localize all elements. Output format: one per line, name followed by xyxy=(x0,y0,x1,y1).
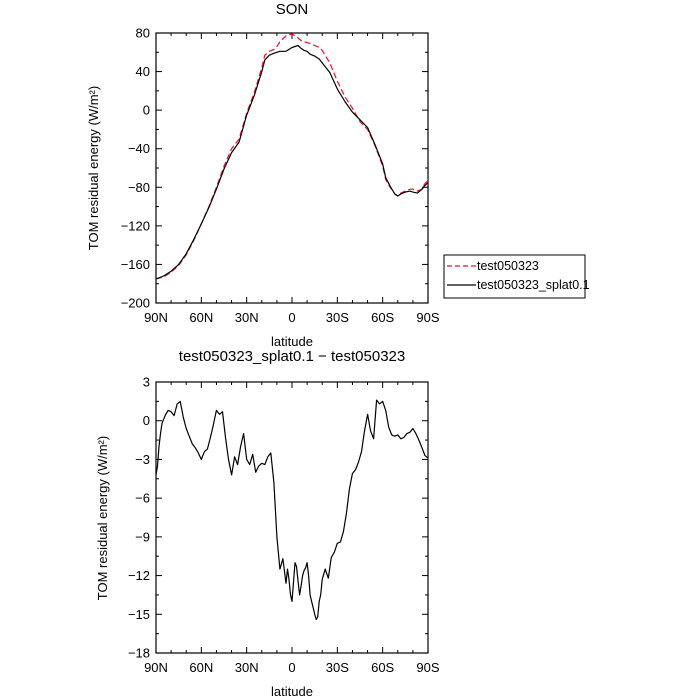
top-panel: SON latitude TOM residual energy (W/m²) … xyxy=(86,1,590,349)
legend-box xyxy=(443,254,586,299)
bottom-x-axis-label: latitude xyxy=(271,684,313,699)
top-chart-title: SON xyxy=(276,1,309,18)
bottom-plot-frame xyxy=(155,381,429,654)
top-x-tick-label: 60S xyxy=(371,310,394,325)
bottom-y-axis-label: TOM residual energy (W/m²) xyxy=(95,436,110,600)
top-y-tick-label: −160 xyxy=(121,257,150,272)
bottom-series-line-0 xyxy=(155,399,429,621)
legend: test050323 test050323_splat0.1 xyxy=(443,254,590,299)
top-y-tick-label: 40 xyxy=(136,64,150,79)
bottom-x-tick-label: 60S xyxy=(371,660,394,675)
top-x-tick-label: 90S xyxy=(416,310,439,325)
bottom-x-tick-label: 30N xyxy=(235,660,259,675)
bottom-y-tick-label: −3 xyxy=(135,452,150,467)
top-series-line-0 xyxy=(155,33,429,280)
bottom-x-tick-label: 0 xyxy=(288,660,295,675)
bottom-y-tick-label: −18 xyxy=(128,646,150,661)
top-x-tick-label: 30N xyxy=(235,310,259,325)
top-series-line-1 xyxy=(155,44,429,280)
top-plot-frame xyxy=(155,32,429,304)
top-plot-area: 90N 60N 30N 0 30S 60S 90S 80 40 0 −40 −80 −120 −160 −2… xyxy=(121,26,440,326)
bottom-y-tick-label: 0 xyxy=(143,413,150,428)
bottom-y-tick-label: −6 xyxy=(135,491,150,506)
legend-label-test050323: test050323 xyxy=(477,259,539,273)
legend-label-splat: test050323_splat0.1 xyxy=(477,278,590,292)
bottom-y-tick-label: 3 xyxy=(143,375,150,390)
bottom-plot-area: 90N 60N 30N 0 30S 60S 90S 3 0 −3 −6 −9 −12 −15 −18 xyxy=(128,375,440,676)
top-y-tick-label: 80 xyxy=(136,26,150,41)
bottom-y-tick-label: −15 xyxy=(128,607,150,622)
top-y-axis-label: TOM residual energy (W/m²) xyxy=(86,86,101,250)
top-y-tick-label: −80 xyxy=(128,180,150,195)
top-x-axis-label: latitude xyxy=(271,334,313,349)
bottom-x-tick-label: 60N xyxy=(189,660,213,675)
top-y-tick-label: −120 xyxy=(121,218,150,233)
top-y-tick-label: 0 xyxy=(143,103,150,118)
bottom-chart-title: test050323_splat0.1 − test050323 xyxy=(179,348,405,365)
top-y-tick-label: −200 xyxy=(121,296,150,311)
top-x-tick-label: 60N xyxy=(189,310,213,325)
top-x-tick-label: 0 xyxy=(288,310,295,325)
bottom-y-tick-label: −9 xyxy=(135,529,150,544)
bottom-panel: test050323_splat0.1 − test050323 latitud… xyxy=(95,348,440,699)
top-x-tick-label: 90N xyxy=(144,310,168,325)
bottom-x-tick-label: 90N xyxy=(144,660,168,675)
top-y-tick-label: −40 xyxy=(128,141,150,156)
bottom-y-tick-label: −12 xyxy=(128,568,150,583)
bottom-x-tick-label: 30S xyxy=(326,660,349,675)
bottom-x-tick-label: 90S xyxy=(416,660,439,675)
top-x-tick-label: 30S xyxy=(326,310,349,325)
